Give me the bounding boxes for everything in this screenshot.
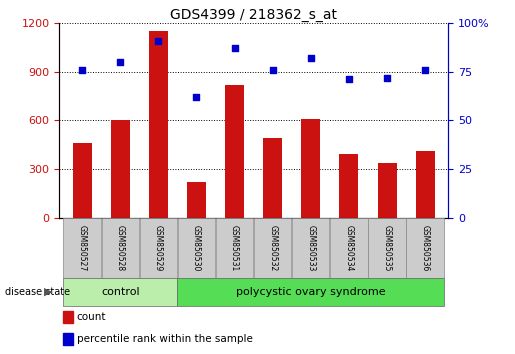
Bar [330,218,368,278]
Text: polycystic ovary syndrome: polycystic ovary syndrome [236,287,386,297]
Bar [63,311,73,323]
Text: GSM850528: GSM850528 [116,225,125,271]
Text: GSM850533: GSM850533 [306,224,315,271]
Bar [63,333,73,345]
Bar [101,218,139,278]
Point [78,67,86,73]
Bar [416,151,435,218]
Point [230,45,238,51]
Bar [254,218,291,278]
Bar [73,143,92,218]
Bar [339,154,358,218]
Text: ▶: ▶ [44,287,53,297]
Bar [368,218,406,278]
Bar [177,278,444,306]
Point [192,94,200,100]
Text: GSM850534: GSM850534 [345,224,353,271]
Text: GSM850527: GSM850527 [78,225,87,271]
Point [269,67,277,73]
Text: GSM850529: GSM850529 [154,225,163,271]
Bar [140,218,177,278]
Point [345,76,353,82]
Title: GDS4399 / 218362_s_at: GDS4399 / 218362_s_at [170,8,337,22]
Bar [111,120,130,218]
Bar [377,162,397,218]
Text: GSM850530: GSM850530 [192,224,201,271]
Bar [301,119,320,218]
Point [116,59,124,65]
Bar [63,218,101,278]
Text: GSM850535: GSM850535 [383,224,391,271]
Text: GSM850532: GSM850532 [268,225,277,271]
Point [307,55,315,61]
Bar [225,85,244,218]
Bar [149,31,168,218]
Point [421,67,430,73]
Bar [216,218,253,278]
Text: GSM850531: GSM850531 [230,225,239,271]
Text: disease state: disease state [5,287,70,297]
Point [383,75,391,80]
Bar [263,138,282,218]
Bar [292,218,330,278]
Bar [187,182,206,218]
Text: percentile rank within the sample: percentile rank within the sample [77,334,252,344]
Point [154,38,162,44]
Text: count: count [77,312,106,322]
Bar [63,278,177,306]
Text: control: control [101,287,140,297]
Bar [406,218,444,278]
Bar [178,218,215,278]
Text: GSM850536: GSM850536 [421,224,430,271]
